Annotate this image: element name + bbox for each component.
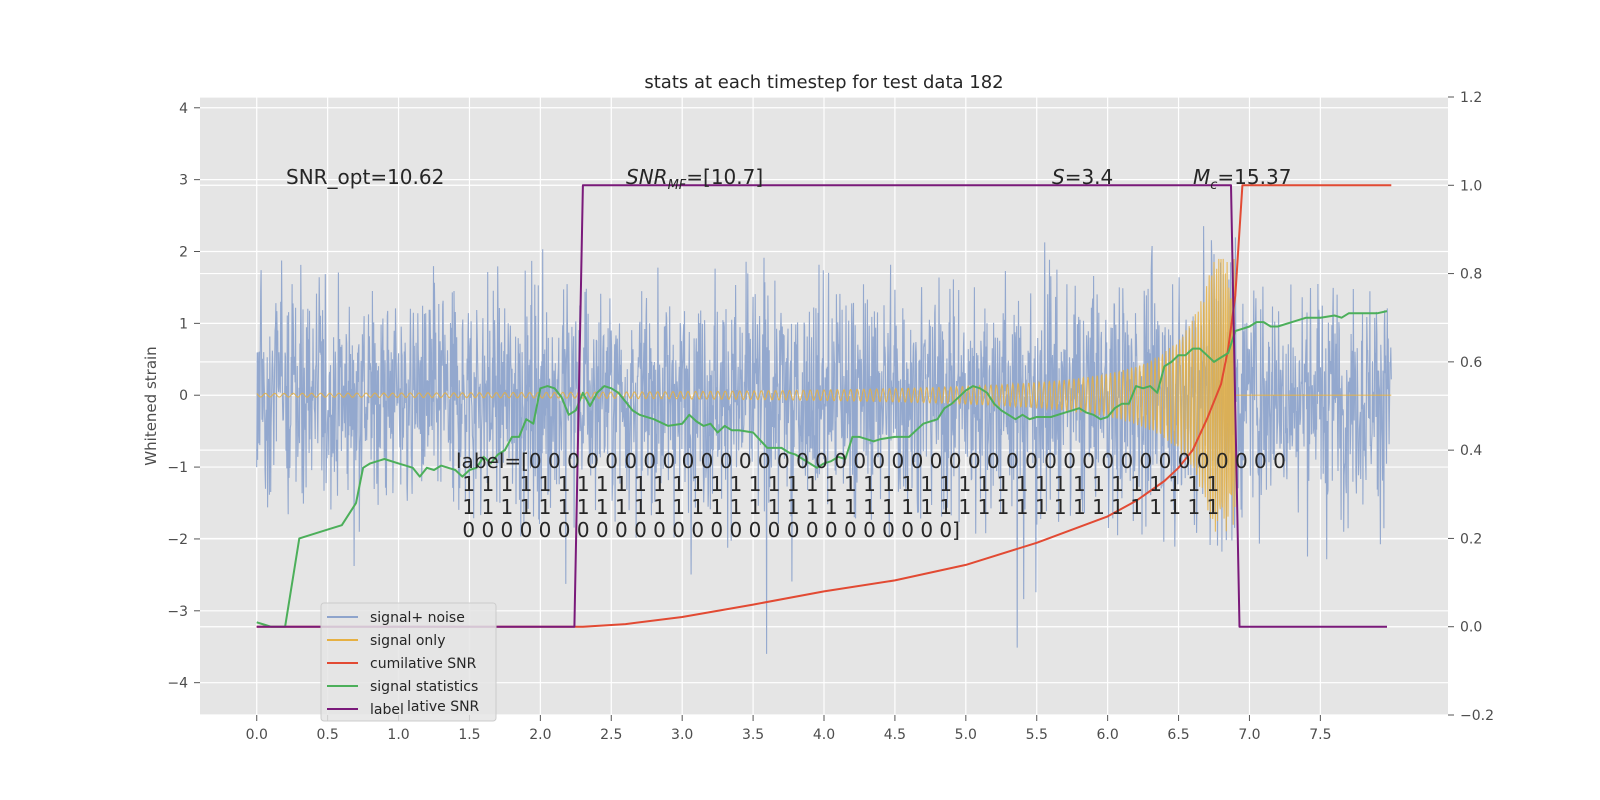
x-tick-label: 5.0 — [955, 727, 977, 743]
y2-tick-label: 0.0 — [1460, 620, 1482, 636]
y-tick-label: 4 — [179, 101, 188, 117]
y-tick-label: −2 — [167, 532, 188, 548]
signal-statistics-line — [256, 310, 1388, 628]
legend: signal+ noise signal only cumilative SNR si… — [320, 602, 497, 722]
legend-ghost-text: lative SNR — [407, 699, 480, 715]
s-annotation: S=3.4 — [1052, 165, 1113, 189]
snr-opt-annotation: SNR_opt=10.62 — [286, 165, 444, 189]
x-tick-label: 3.0 — [671, 727, 693, 743]
y2-tick-label: −0.2 — [1460, 708, 1494, 724]
y-tick-label: −3 — [167, 604, 188, 620]
label-line-1: label=[0 0 0 0 0 0 0 0 0 0 0 0 0 0 0 0 0… — [456, 449, 1286, 473]
cumulative-snr-line — [256, 184, 1392, 628]
y2-tick-label: 0.2 — [1460, 531, 1482, 547]
y2-tick-label: 0.6 — [1460, 355, 1482, 371]
x-tick-label: 4.0 — [813, 727, 835, 743]
signal-noise-line — [256, 226, 1392, 654]
y-tick-label: 1 — [179, 316, 188, 332]
y2-tick-label: 1.0 — [1460, 178, 1482, 194]
legend-label: label — [370, 702, 404, 718]
legend-label: signal+ noise — [370, 610, 465, 626]
legend-label: cumilative SNR — [370, 656, 477, 672]
legend-label: signal only — [370, 633, 445, 649]
mc-annotation: Mc=15.37 — [1193, 165, 1291, 193]
y-tick-label: 0 — [179, 388, 188, 404]
x-tick-label: 4.5 — [884, 727, 906, 743]
x-tick-label: 6.5 — [1167, 727, 1189, 743]
x-tick-label: 7.5 — [1309, 727, 1331, 743]
y2-tick-label: 0.8 — [1460, 267, 1482, 283]
x-tick-label: 6.0 — [1097, 727, 1119, 743]
x-tick-label: 7.0 — [1238, 727, 1260, 743]
x-tick-label: 2.0 — [529, 727, 551, 743]
snr-mf-annotation: SNRMF=[10.7] — [626, 165, 763, 193]
y-tick-label: −1 — [167, 460, 188, 476]
legend-label: signal statistics — [370, 679, 478, 695]
y2-tick-label: 0.4 — [1460, 443, 1482, 459]
label-line-3: 1 1 1 1 1 1 1 1 1 1 1 1 1 1 1 1 1 1 1 1 … — [456, 495, 1219, 519]
x-tick-label: 0.5 — [317, 727, 339, 743]
signal-only-series — [256, 258, 1392, 532]
y2-tick-label: 1.2 — [1460, 90, 1482, 106]
signal-only-line — [256, 258, 1392, 532]
label-line — [256, 184, 1387, 628]
legend-box — [320, 602, 497, 722]
label-line-2: 1 1 1 1 1 1 1 1 1 1 1 1 1 1 1 1 1 1 1 1 … — [456, 472, 1219, 496]
axes-ticks: 0.0 0.5 1.0 1.5 2.0 2.5 3.0 3.5 4.0 4.5 5.0 5.5 6.0 6… — [167, 90, 1494, 743]
label-line-4: 0 0 0 0 0 0 0 0 0 0 0 0 0 0 0 0 0 0 0 0 … — [456, 518, 960, 542]
chart-title: stats at each timestep for test data 182 — [644, 72, 1003, 93]
x-tick-label: 5.5 — [1026, 727, 1048, 743]
x-tick-label: 2.5 — [600, 727, 622, 743]
signal-noise-series — [256, 226, 1392, 654]
x-tick-label: 0.0 — [246, 727, 268, 743]
y-axis-label: Whitened strain — [142, 346, 160, 465]
x-tick-label: 1.5 — [458, 727, 480, 743]
y-tick-label: −4 — [167, 676, 188, 692]
x-tick-label: 1.0 — [387, 727, 409, 743]
y-tick-label: 3 — [179, 173, 188, 189]
y-tick-label: 2 — [179, 245, 188, 261]
x-tick-label: 3.5 — [742, 727, 764, 743]
line-series — [256, 184, 1392, 628]
label-annotation: label=[0 0 0 0 0 0 0 0 0 0 0 0 0 0 0 0 0… — [456, 449, 1286, 542]
